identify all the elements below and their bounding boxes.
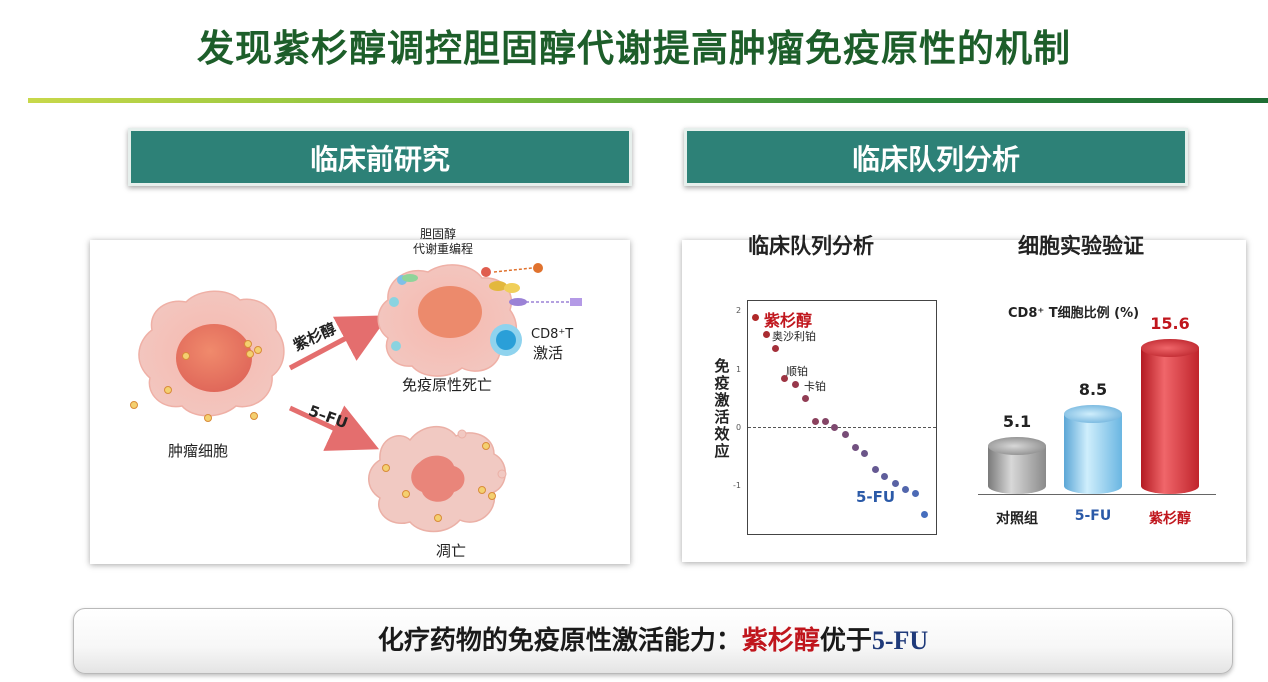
cohort-point: [802, 395, 809, 402]
cohort-banner: 临床队列分析: [684, 128, 1188, 186]
bar-value-label: 5.1: [1002, 412, 1032, 432]
paclitaxel-point-label: 紫杉醇: [764, 311, 813, 330]
cohort-point: [831, 424, 838, 431]
cohort-plot-heading: 临床队列分析: [748, 234, 874, 258]
preclinical-banner: 临床前研究: [128, 128, 632, 186]
cohort-point: [772, 345, 779, 352]
cd8-label-1: CD8⁺T: [531, 327, 574, 342]
immunogenic-death-label: 免疫原性死亡: [402, 376, 493, 394]
paclitaxel-arrow: [288, 315, 389, 371]
cohort-point: [763, 331, 770, 338]
y-axis-label: 免疫激活效应: [714, 357, 730, 460]
apoptosis-label: 凋亡: [436, 542, 467, 560]
y-tick-neg1: -1: [733, 481, 741, 490]
bar-category-label: 紫杉醇: [1149, 511, 1191, 527]
tumor-cell-icon: [130, 290, 285, 422]
bar-category-label: 5-FU: [1074, 508, 1112, 524]
cell-experiment-heading: 细胞实验验证: [1018, 234, 1144, 258]
cohort-point: [852, 444, 859, 451]
tumor-cell-label: 肿瘤细胞: [168, 442, 229, 460]
cholesterol-label-2: 代谢重编程: [413, 242, 474, 256]
cd8-label-2: 激活: [533, 344, 564, 362]
bar-cap: [1141, 338, 1199, 357]
preclinical-illustration: [130, 263, 582, 533]
y-tick-0: 0: [736, 423, 742, 432]
summary-banner: 化疗药物的免疫原性激活能力：紫杉醇优于5-FU: [73, 608, 1233, 674]
cohort-point: [912, 490, 919, 497]
immunogenic-cell-icon: [377, 263, 582, 377]
summary-suffix: 5-FU: [871, 626, 929, 655]
cohort-point: [752, 314, 759, 321]
bar-cap: [988, 437, 1046, 456]
cohort-plot-frame: [747, 300, 937, 535]
cohort-point: [792, 381, 799, 388]
carboplatin-point-label: 卡铂: [804, 380, 826, 393]
cohort-point: [861, 450, 868, 457]
cohort-point: [921, 511, 928, 518]
title-divider: [28, 98, 1268, 103]
cisplatin-point-label: 顺铂: [786, 365, 808, 378]
bar: [1064, 414, 1122, 494]
summary-highlight: 紫杉醇: [741, 626, 820, 656]
summary-prefix: 化疗药物的免疫原性激活能力：: [377, 626, 742, 656]
apoptotic-cell-icon: [368, 426, 507, 533]
fu-arrow: [288, 405, 380, 451]
y-tick-2: 2: [736, 306, 742, 315]
summary-middle: 优于: [819, 626, 872, 656]
bar-baseline: [978, 494, 1216, 495]
cohort-point: [781, 375, 788, 382]
cohort-point: [822, 418, 829, 425]
oxaliplatin-point-label: 奥沙利铂: [772, 330, 816, 343]
cohort-point: [892, 480, 899, 487]
bar-chart-title: CD8⁺ T细胞比例 (%): [1008, 306, 1140, 321]
bar-cap: [1064, 405, 1122, 424]
cohort-point: [812, 418, 819, 425]
page-title: 发现紫杉醇调控胆固醇代谢提高肿瘤免疫原性的机制: [197, 27, 1071, 70]
cohort-point: [902, 486, 909, 493]
bar: [1141, 347, 1199, 494]
cholesterol-label-1: 胆固醇: [420, 227, 457, 241]
bar-category-label: 对照组: [996, 511, 1038, 527]
bar-value-label: 8.5: [1078, 380, 1108, 400]
cohort-point: [872, 466, 879, 473]
cohort-point: [881, 473, 888, 480]
bar-value-label: 15.6: [1150, 313, 1190, 333]
zero-line: [748, 427, 936, 428]
y-tick-1: 1: [736, 365, 742, 374]
fu-point-label: 5-FU: [856, 488, 896, 506]
cohort-point: [842, 431, 849, 438]
